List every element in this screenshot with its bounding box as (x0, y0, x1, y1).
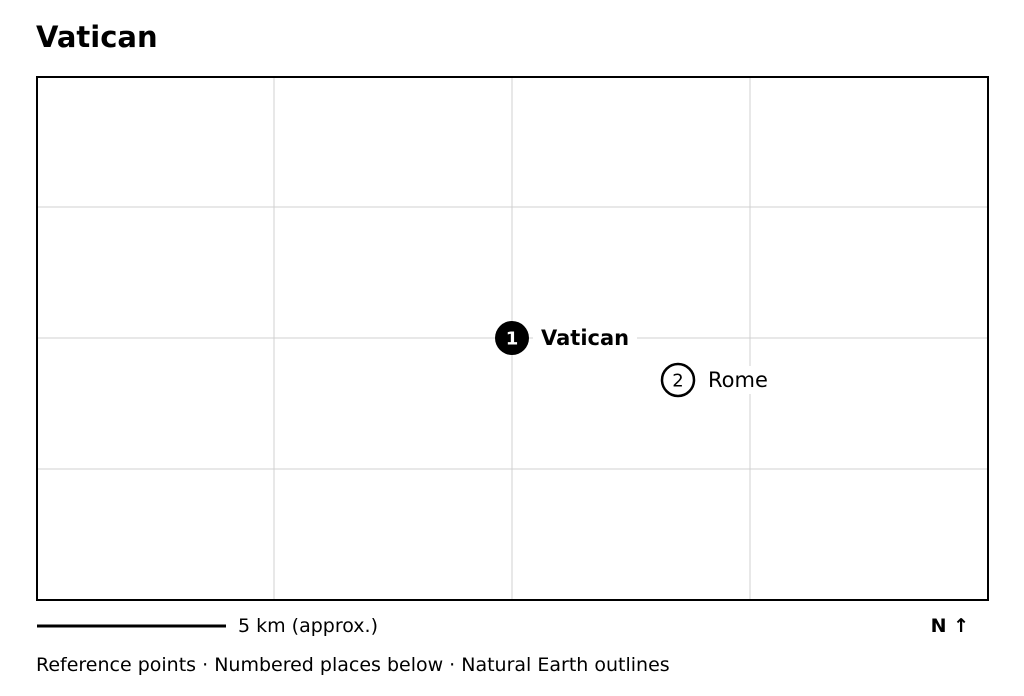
marker-label: Rome (708, 368, 768, 392)
label-halo (533, 324, 637, 352)
marker: 2 Rome (660, 362, 774, 398)
marker-number: 1 (506, 329, 519, 350)
title: Vatican (36, 20, 158, 54)
marker-label: Vatican (541, 326, 629, 350)
north-arrow: N ↑ (931, 615, 969, 637)
label-halo (700, 366, 774, 394)
map-border (36, 76, 989, 601)
marker-circle (660, 362, 696, 398)
map-frame: 1 Vatican 2 Rome (36, 76, 989, 601)
marker: 1 Vatican (495, 321, 637, 355)
scale-label: 5 km (approx.) (238, 615, 378, 637)
marker-number: 2 (672, 371, 683, 392)
marker-circle (495, 321, 529, 355)
footer-note: Reference points · Numbered places below… (36, 654, 670, 676)
